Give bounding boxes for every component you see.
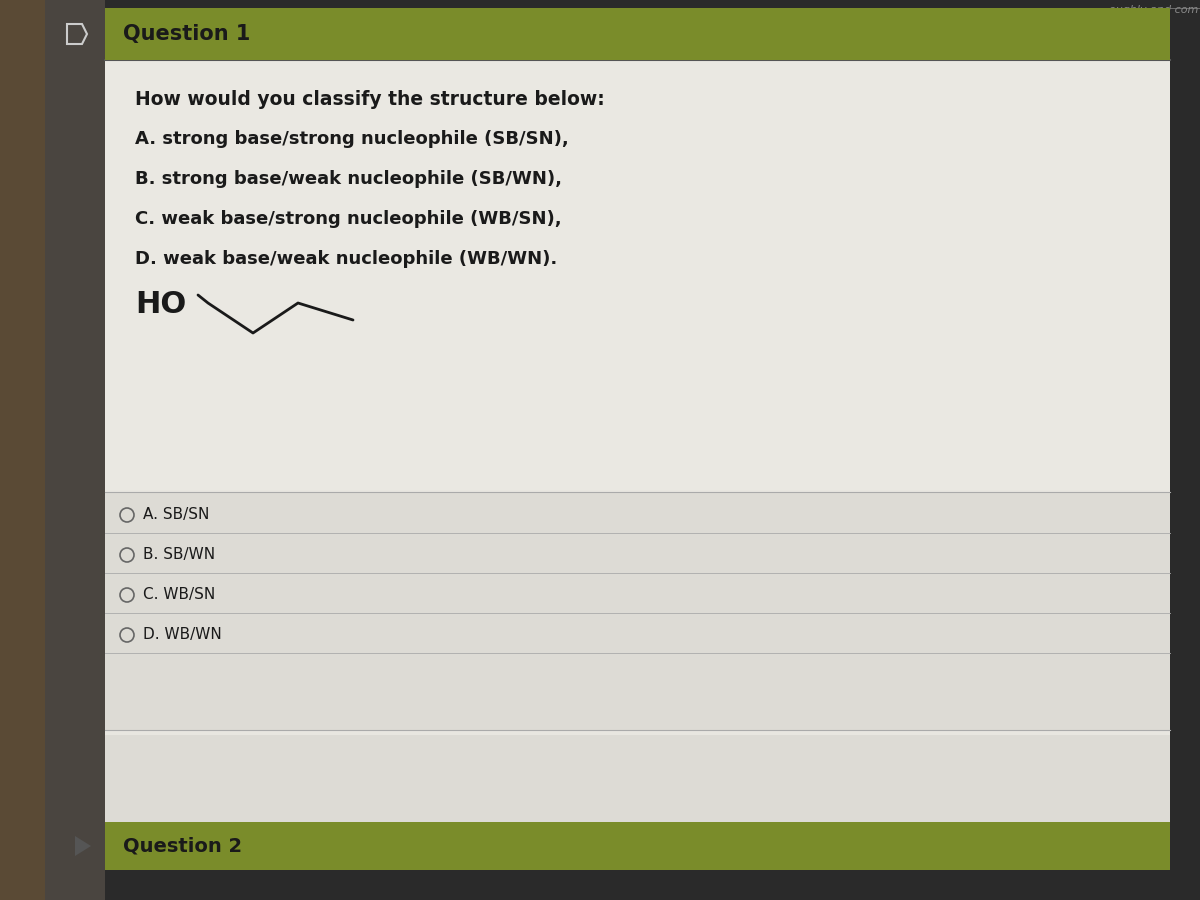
FancyBboxPatch shape <box>106 8 1170 60</box>
Text: Question 1: Question 1 <box>124 24 251 44</box>
Polygon shape <box>74 836 91 856</box>
Text: HO: HO <box>134 290 186 319</box>
FancyBboxPatch shape <box>106 10 1170 870</box>
Text: B. SB/WN: B. SB/WN <box>143 547 215 562</box>
FancyBboxPatch shape <box>106 492 1170 730</box>
Text: B. strong base/weak nucleophile (SB/WN),: B. strong base/weak nucleophile (SB/WN), <box>134 170 562 188</box>
FancyBboxPatch shape <box>46 0 106 900</box>
Text: How would you classify the structure below:: How would you classify the structure bel… <box>134 90 605 109</box>
Text: C. WB/SN: C. WB/SN <box>143 588 215 602</box>
Text: D. weak base/weak nucleophile (WB/WN).: D. weak base/weak nucleophile (WB/WN). <box>134 250 557 268</box>
FancyBboxPatch shape <box>106 735 1170 870</box>
Text: C. weak base/strong nucleophile (WB/SN),: C. weak base/strong nucleophile (WB/SN), <box>134 210 562 228</box>
FancyBboxPatch shape <box>0 0 46 900</box>
Text: A. strong base/strong nucleophile (SB/SN),: A. strong base/strong nucleophile (SB/SN… <box>134 130 569 148</box>
Text: oughly and com: oughly and com <box>1109 5 1198 15</box>
FancyBboxPatch shape <box>106 822 1170 870</box>
Text: D. WB/WN: D. WB/WN <box>143 627 222 643</box>
Text: A. SB/SN: A. SB/SN <box>143 508 209 523</box>
FancyBboxPatch shape <box>106 60 1170 490</box>
Text: Question 2: Question 2 <box>124 836 242 856</box>
